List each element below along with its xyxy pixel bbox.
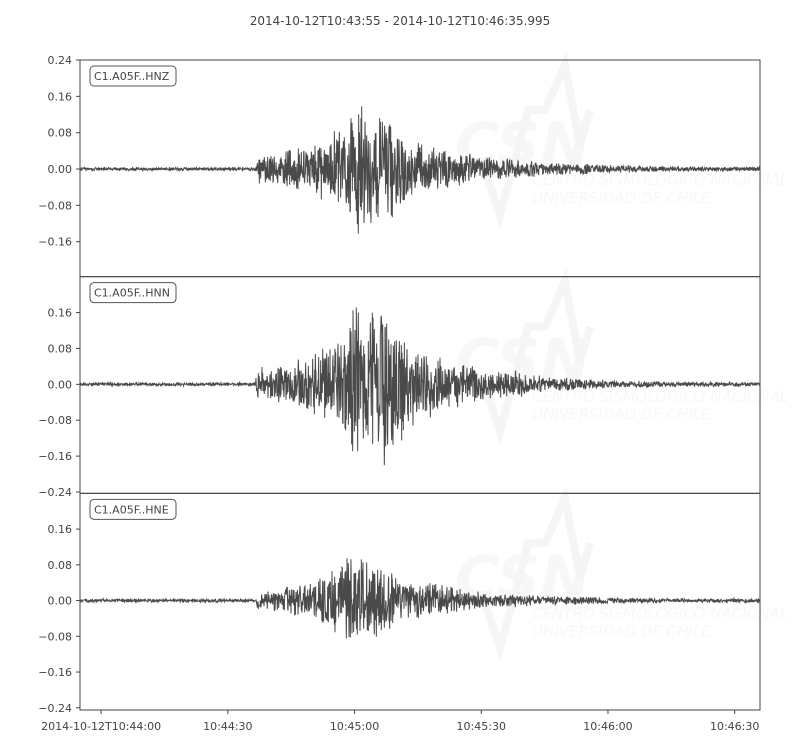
x-tick-label: 10:45:30 xyxy=(457,720,506,733)
x-tick-label: 10:45:00 xyxy=(330,720,379,733)
trace-label-box xyxy=(89,498,177,520)
x-tick-label: 2014-10-12T10:44:00 xyxy=(41,720,161,733)
axes-frame xyxy=(79,492,761,711)
y-tick-label: −0.16 xyxy=(38,450,72,463)
waveform-trace xyxy=(79,106,761,234)
trace-label-text: C1.A05F..HNN xyxy=(94,287,170,300)
csn-watermark-logo: CSNCENTRO SISMOLÓGICO NACIONALUNIVERSIDA… xyxy=(455,282,788,432)
trace-panel-hnn: CSNCENTRO SISMOLÓGICO NACIONALUNIVERSIDA… xyxy=(38,276,788,499)
trace-label: C1.A05F..HNZ xyxy=(89,65,177,87)
watermark-line2: UNIVERSIDAD DE CHILE xyxy=(532,189,711,207)
csn-watermark-logo: CSNCENTRO SISMOLÓGICO NACIONALUNIVERSIDA… xyxy=(455,498,788,648)
y-tick-label: −0.24 xyxy=(38,702,72,715)
watermark-line2: UNIVERSIDAD DE CHILE xyxy=(532,406,711,424)
y-tick-label: 0.08 xyxy=(48,127,73,140)
trace-label-text: C1.A05F..HNZ xyxy=(94,70,170,83)
waveform-trace xyxy=(79,558,761,639)
trace-panel-hne: CSNCENTRO SISMOLÓGICO NACIONALUNIVERSIDA… xyxy=(38,492,788,715)
y-tick-label: 0.00 xyxy=(48,595,73,608)
trace-label-text: C1.A05F..HNE xyxy=(94,503,169,516)
trace-label-box xyxy=(89,65,177,87)
trace-label: C1.A05F..HNE xyxy=(89,498,177,520)
y-tick-label: −0.08 xyxy=(38,199,72,212)
y-tick-label: 0.16 xyxy=(48,523,73,536)
y-tick-label: 0.00 xyxy=(48,163,73,176)
y-tick-label: −0.08 xyxy=(38,630,72,643)
y-tick-label: 0.00 xyxy=(48,378,73,391)
trace-label: C1.A05F..HNN xyxy=(89,282,177,304)
chart-title: 2014-10-12T10:43:55 - 2014-10-12T10:46:3… xyxy=(250,14,551,28)
y-tick-label: 0.16 xyxy=(48,90,73,103)
watermark-line1: CENTRO SISMOLÓGICO NACIONAL xyxy=(532,387,788,406)
y-tick-label: −0.16 xyxy=(38,236,72,249)
y-tick-label: −0.24 xyxy=(38,486,72,499)
x-tick-label: 10:46:30 xyxy=(710,720,759,733)
waveform-trace xyxy=(79,307,761,466)
csn-watermark-logo: CSNCENTRO SISMOLÓGICO NACIONALUNIVERSIDA… xyxy=(455,65,788,215)
y-tick-label: −0.08 xyxy=(38,414,72,427)
x-tick-label: 10:46:00 xyxy=(583,720,632,733)
trace-label-box xyxy=(89,282,177,304)
y-tick-label: 0.16 xyxy=(48,307,73,320)
watermark-line1: CENTRO SISMOLÓGICO NACIONAL xyxy=(532,603,788,622)
y-tick-label: −0.16 xyxy=(38,666,72,679)
y-tick-label: 0.08 xyxy=(48,342,73,355)
watermark-line2: UNIVERSIDAD DE CHILE xyxy=(532,622,711,640)
y-tick-label: 0.08 xyxy=(48,559,73,572)
y-tick-label: 0.24 xyxy=(48,54,73,67)
trace-panel-hnz: CSNCENTRO SISMOLÓGICO NACIONALUNIVERSIDA… xyxy=(38,54,788,278)
x-tick-label: 10:44:30 xyxy=(203,720,252,733)
